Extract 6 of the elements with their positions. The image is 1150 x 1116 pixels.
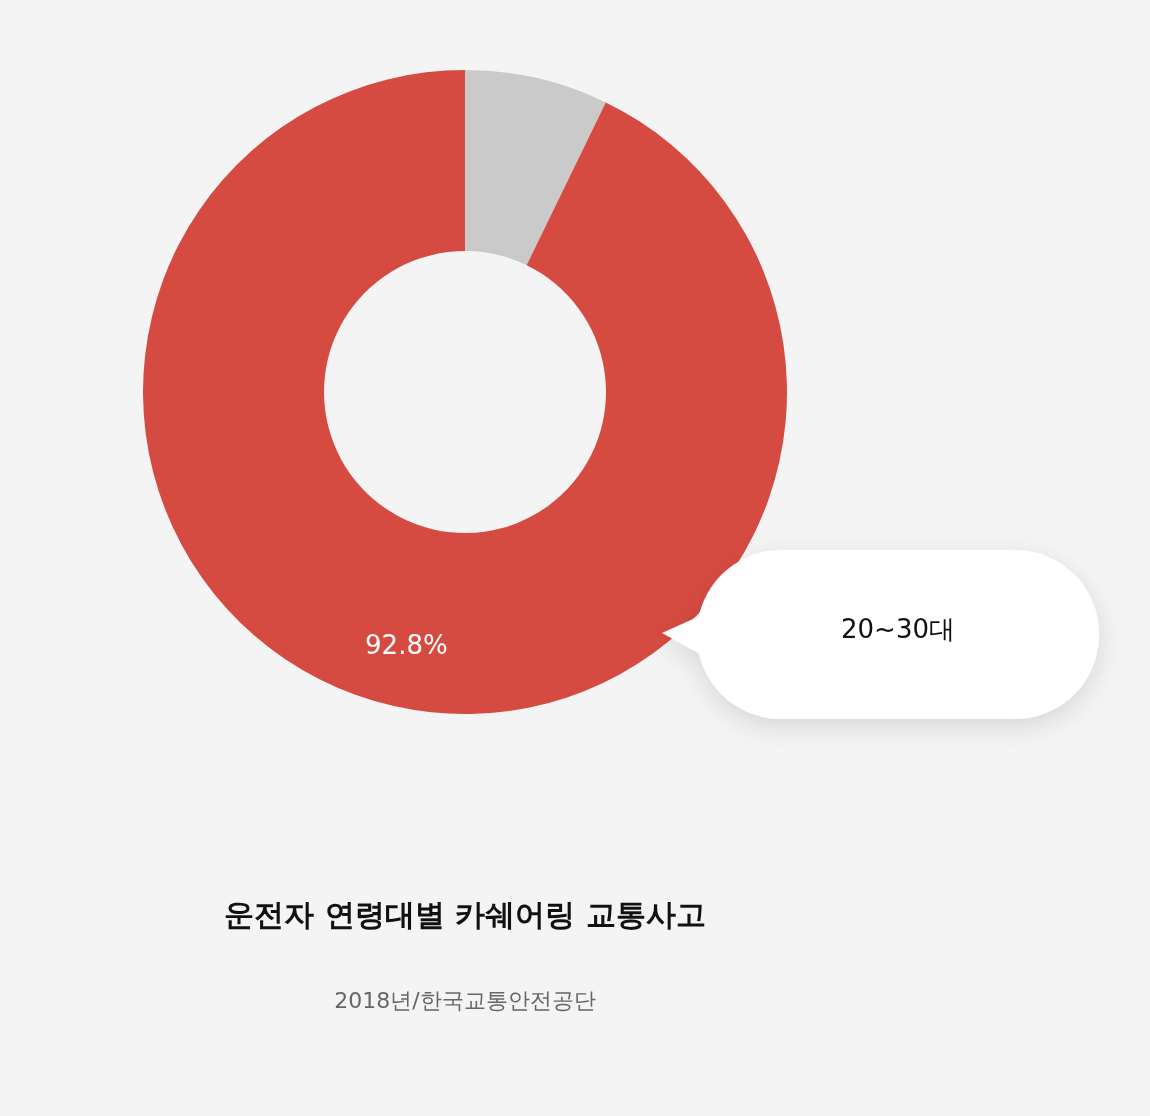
donut-slice xyxy=(465,70,606,266)
text: 2018년/한국교통안전공단 xyxy=(334,988,596,1013)
data-label: 92.8% xyxy=(365,630,448,661)
text: 운전자 연령대별 카쉐어링 교통사고 xyxy=(224,896,706,932)
slice-label: 20~30대 xyxy=(841,613,955,644)
donut-slice xyxy=(143,70,787,714)
